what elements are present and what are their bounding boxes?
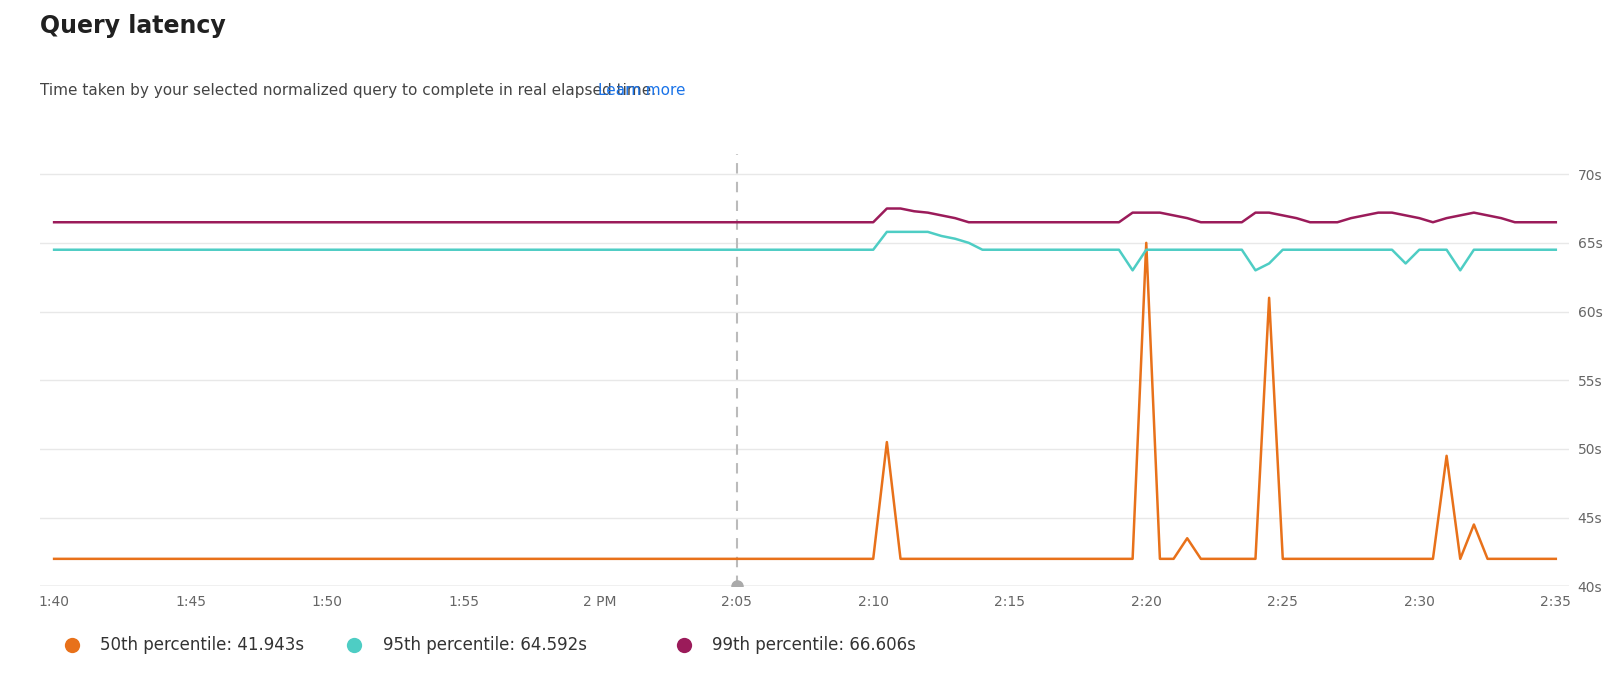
Text: 50th percentile: 41.943s: 50th percentile: 41.943s [100,636,304,654]
Text: 99th percentile: 66.606s: 99th percentile: 66.606s [712,636,916,654]
Text: 95th percentile: 64.592s: 95th percentile: 64.592s [382,636,587,654]
Text: Query latency: Query latency [40,14,227,38]
Text: Learn more: Learn more [597,83,684,98]
Text: Time taken by your selected normalized query to complete in real elapsed time.: Time taken by your selected normalized q… [40,83,667,98]
